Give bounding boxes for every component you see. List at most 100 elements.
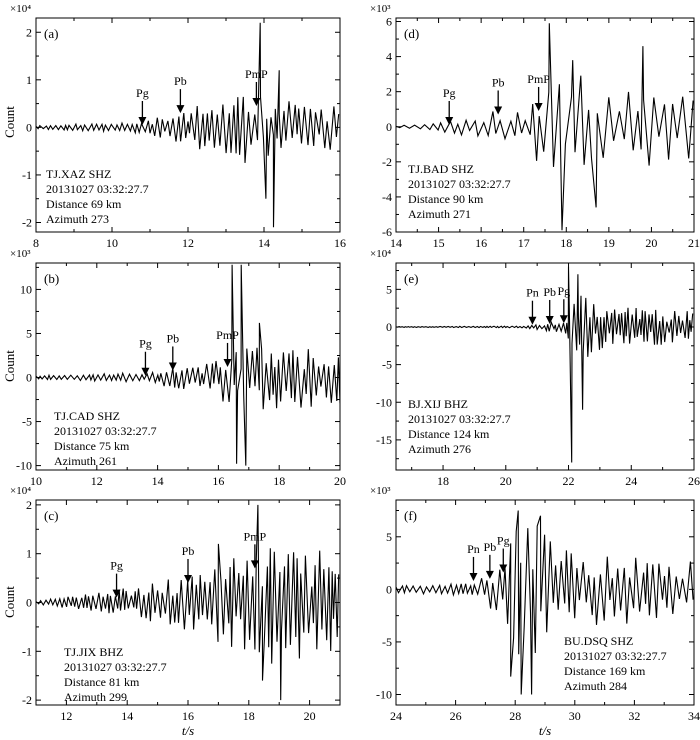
station-info-line: TJ.CAD SHZ — [54, 409, 120, 423]
phase-label-pg: Pg — [557, 284, 570, 298]
x-tick-label: 26 — [688, 474, 700, 488]
phase-arrow-head — [138, 117, 147, 125]
station-info-line: Azimuth 273 — [46, 212, 109, 226]
station-info-line: Distance 81 km — [64, 675, 140, 689]
panel-d: 14 15 16 17 18 19 20 21 -6 -4 -2 0 2 4 6×10³ (d) Pg Pb PmP… — [370, 3, 700, 250]
x-tick-label: 12 — [182, 236, 194, 250]
phase-arrow-head — [176, 105, 185, 114]
phase-label-pb: Pb — [174, 74, 187, 88]
seismogram-trace — [396, 510, 694, 695]
y-axis-label-c: Count — [2, 586, 17, 618]
y-tick-label: 5 — [386, 282, 392, 296]
station-info-line: 20131027 03:32:27.7 — [64, 660, 167, 674]
phase-label-pn: Pn — [467, 542, 480, 556]
phase-arrow-head — [112, 589, 121, 598]
station-info-line: 20131027 03:32:27.7 — [408, 177, 511, 191]
phase-label-pb: Pb — [492, 75, 505, 89]
station-info-line: Azimuth 271 — [408, 207, 471, 221]
phase-arrow-head — [545, 315, 554, 324]
phase-label-pg: Pg — [110, 559, 123, 573]
x-tick-label: 20 — [304, 709, 316, 723]
station-info-line: TJ.XAZ SHZ — [46, 167, 111, 181]
y-tick-label: -1 — [22, 644, 32, 658]
panel-label: (f) — [404, 508, 417, 523]
y-tick-label: 2 — [26, 498, 32, 512]
seismogram-trace — [396, 266, 694, 463]
station-info-line: Distance 169 km — [564, 664, 646, 678]
x-tick-label: 15 — [433, 236, 445, 250]
phase-arrow-head — [252, 97, 261, 106]
y-tick-label: -10 — [376, 687, 392, 701]
x-axis-label-right: t/s — [539, 723, 551, 738]
seismogram-trace — [36, 22, 340, 228]
x-tick-label: 20 — [334, 474, 346, 488]
x-tick-label: 26 — [450, 709, 462, 723]
y-tick-label: -5 — [382, 635, 392, 649]
x-tick-label: 20 — [645, 236, 657, 250]
scale-label: ×10³ — [10, 248, 31, 260]
y-tick-label: -5 — [382, 358, 392, 372]
phase-arrow-head — [168, 362, 177, 371]
scale-label: ×10⁴ — [10, 485, 31, 497]
y-tick-label: 5 — [386, 530, 392, 544]
phase-label-pb: Pb — [182, 544, 195, 558]
plot-frame — [395, 262, 695, 471]
phase-label-pg: Pg — [443, 86, 456, 100]
phase-label-pg: Pg — [139, 337, 152, 351]
phase-label-pmp: PmP — [245, 67, 268, 81]
panel-label: (e) — [404, 271, 418, 286]
panel-label: (d) — [404, 26, 419, 41]
station-info-line: 20131027 03:32:27.7 — [408, 412, 511, 426]
phase-arrow-head — [559, 315, 568, 324]
x-tick-label: 14 — [258, 236, 270, 250]
x-tick-label: 16 — [475, 236, 487, 250]
phase-arrow-head — [528, 316, 537, 325]
phase-label-pb: Pb — [166, 331, 179, 345]
station-info-line: 20131027 03:32:27.7 — [46, 182, 149, 196]
x-tick-label: 30 — [569, 709, 581, 723]
x-tick-label: 12 — [91, 474, 103, 488]
y-tick-label: 5 — [26, 326, 32, 340]
x-tick-label: 18 — [560, 236, 572, 250]
y-tick-label: -1 — [22, 168, 32, 182]
station-info-line: Distance 69 km — [46, 197, 122, 211]
x-tick-label: 19 — [603, 236, 615, 250]
phase-arrow-head — [469, 572, 478, 581]
y-tick-label: -15 — [376, 433, 392, 447]
x-tick-label: 14 — [152, 474, 164, 488]
x-tick-label: 18 — [273, 474, 285, 488]
y-tick-label: -2 — [22, 693, 32, 707]
station-info-line: 20131027 03:32:27.7 — [564, 649, 667, 663]
y-tick-label: -6 — [382, 225, 392, 239]
x-tick-label: 10 — [106, 236, 118, 250]
y-tick-label: 0 — [386, 582, 392, 596]
seismogram-trace — [36, 504, 340, 701]
y-tick-label: 0 — [26, 371, 32, 385]
station-info-line: Azimuth 276 — [408, 442, 471, 456]
seismogram-trace — [36, 264, 340, 466]
x-tick-label: 8 — [33, 236, 39, 250]
phase-label-pn: Pn — [526, 286, 539, 300]
phase-label-pb: Pb — [484, 540, 497, 554]
phase-arrow-head — [445, 117, 454, 125]
station-info-line: Azimuth 284 — [564, 679, 627, 693]
y-axis-label-a: Count — [2, 106, 17, 138]
y-tick-label: 2 — [26, 25, 32, 39]
phase-arrow-head — [141, 367, 150, 376]
station-info-line: BJ.XIJ BHZ — [408, 397, 468, 411]
y-tick-label: 0 — [26, 120, 32, 134]
y-tick-label: -5 — [22, 415, 32, 429]
station-info-line: Distance 124 km — [408, 427, 490, 441]
phase-arrow-head — [494, 106, 503, 115]
y-tick-label: 2 — [386, 85, 392, 99]
x-tick-label: 18 — [243, 709, 255, 723]
y-tick-label: 1 — [26, 73, 32, 87]
y-tick-label: -2 — [22, 215, 32, 229]
station-info-line: BU.DSQ SHZ — [564, 634, 633, 648]
station-info-line: Azimuth 299 — [64, 690, 127, 704]
panel-label: (a) — [44, 26, 58, 41]
phase-arrow-head — [485, 570, 494, 579]
